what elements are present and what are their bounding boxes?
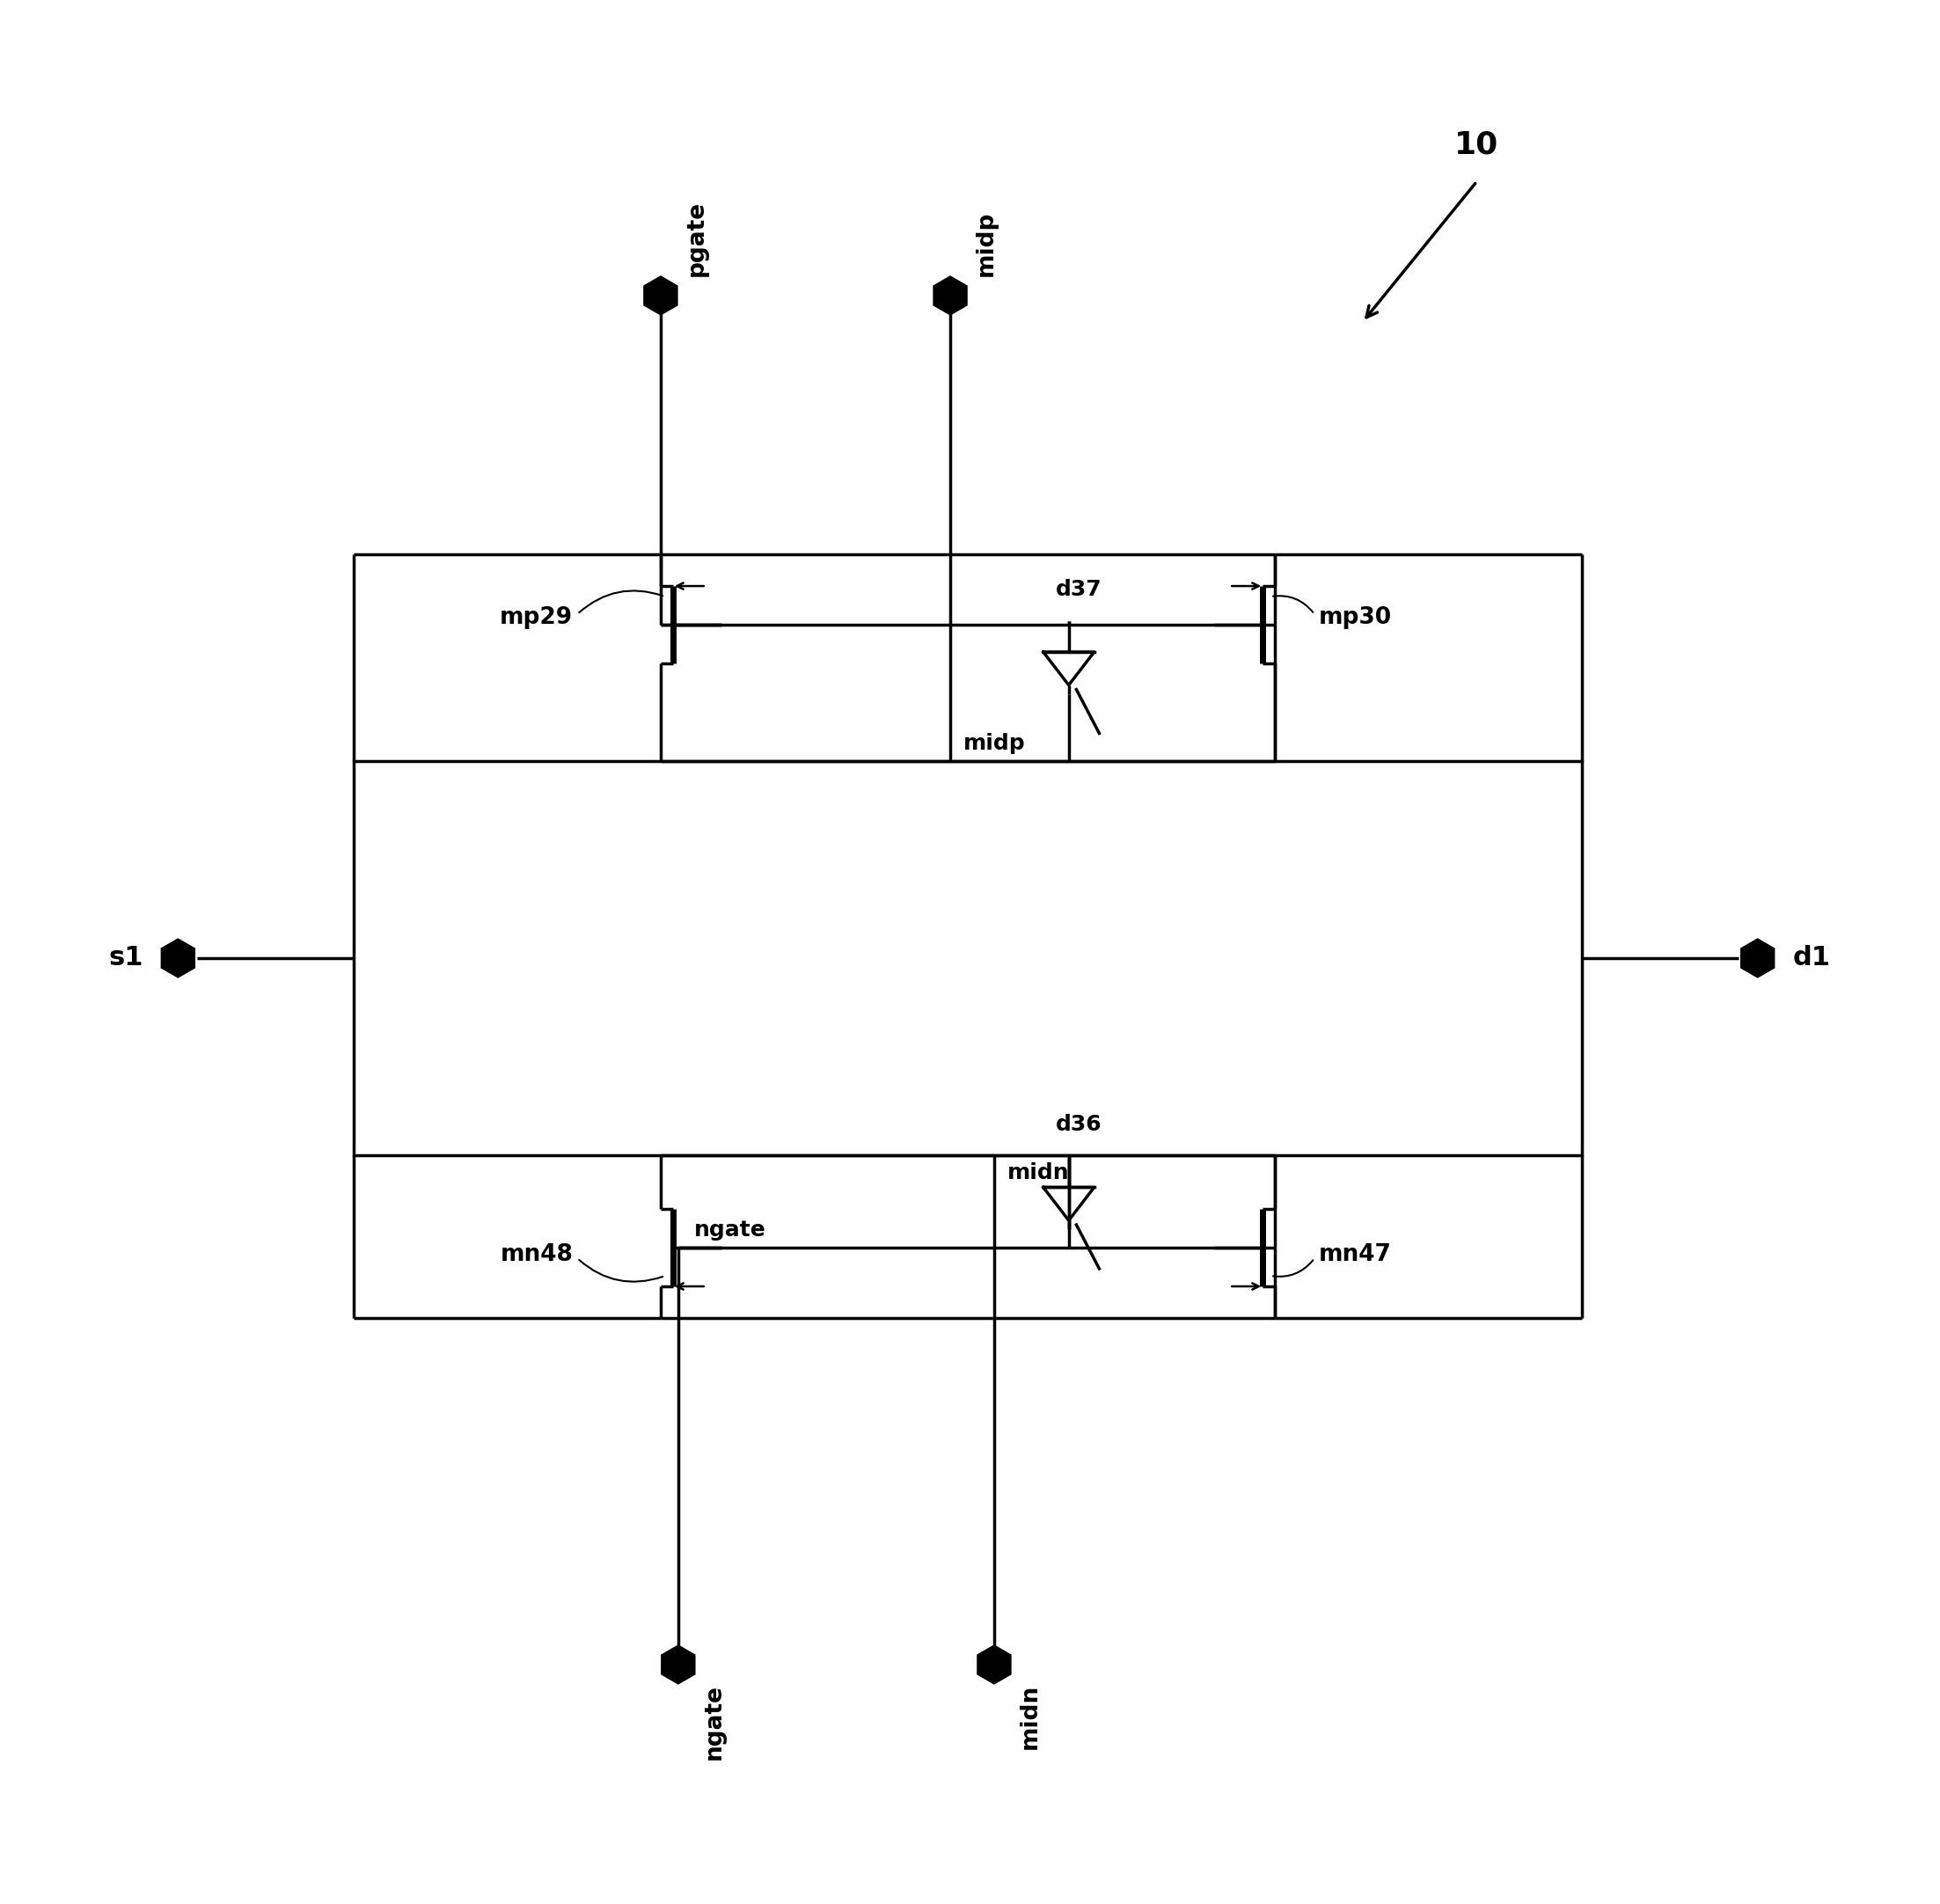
Text: ngate: ngate xyxy=(702,1683,726,1759)
Text: mn47: mn47 xyxy=(1319,1243,1391,1266)
Text: d1: d1 xyxy=(1793,946,1831,971)
Polygon shape xyxy=(978,1645,1011,1683)
Polygon shape xyxy=(933,276,966,314)
Polygon shape xyxy=(161,939,194,977)
Text: midn: midn xyxy=(1018,1683,1042,1750)
Text: s1: s1 xyxy=(109,946,144,971)
Bar xyxy=(353,762,1583,1156)
Text: mn48: mn48 xyxy=(501,1243,572,1266)
Text: 10: 10 xyxy=(1455,129,1500,160)
Text: midn: midn xyxy=(1007,1163,1069,1184)
Text: mp30: mp30 xyxy=(1319,605,1393,628)
Polygon shape xyxy=(644,276,677,314)
Text: ngate: ngate xyxy=(695,1220,766,1241)
Text: mp29: mp29 xyxy=(501,605,572,628)
Text: midp: midp xyxy=(964,733,1026,754)
Text: pgate: pgate xyxy=(685,200,708,276)
Polygon shape xyxy=(1740,939,1775,977)
Text: d36: d36 xyxy=(1055,1114,1102,1135)
Text: d37: d37 xyxy=(1055,579,1102,600)
Text: midp: midp xyxy=(974,211,997,276)
Polygon shape xyxy=(662,1645,695,1683)
